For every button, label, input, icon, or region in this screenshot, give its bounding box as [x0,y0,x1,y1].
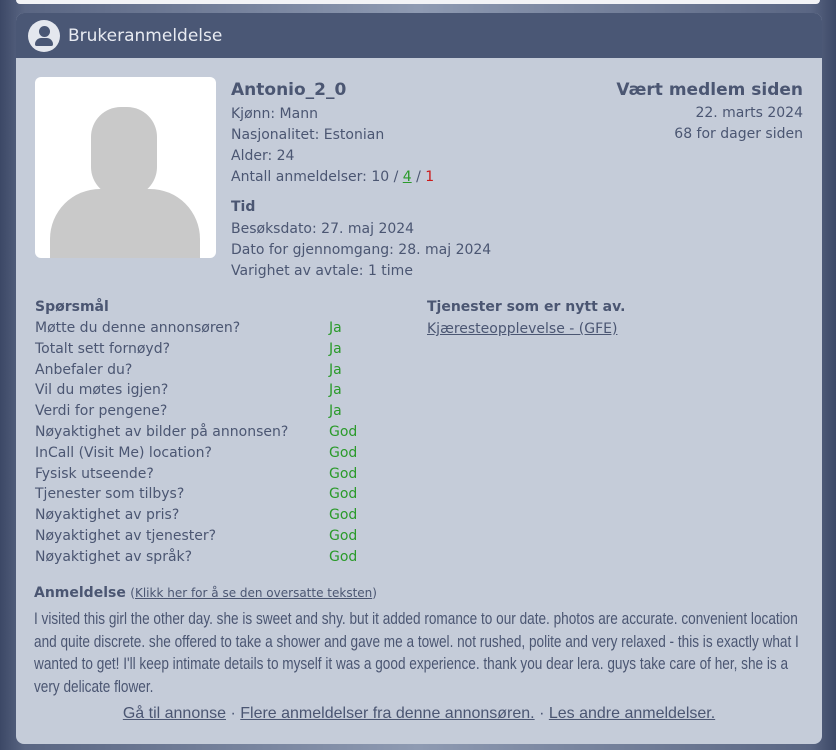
nationality: Nasjonalitet: Estonian [231,127,385,143]
question-text: Nøyaktighet av språk? [35,548,193,565]
service-link[interactable]: Kjæresteopplevelse - (GFE) [427,321,618,337]
question-text: Verdi for pengene? [35,403,168,420]
time-section: Tid Besøksdato: 27. maj 2024 Dato for gj… [231,199,491,282]
question-row: Nøyaktighet av tjenester? God [35,526,357,547]
translate-link[interactable]: Klikk her for å se den oversatte teksten [134,586,373,600]
separator: · [534,705,549,722]
question-text: InCall (Visit Me) location? [35,444,212,461]
answer: God [329,444,358,461]
question-text: Totalt sett fornøyd? [35,340,171,357]
review-date: Dato for gjennomgang: 28. maj 2024 [231,242,492,258]
question-text: Vil du møtes igjen? [35,382,169,399]
question-text: Fysisk utseende? [35,465,154,482]
separator: / [411,169,426,185]
separator: · [226,705,241,722]
review-heading: Anmeldelse (Klikk her for å se den overs… [34,585,377,601]
question-row: Møtte du denne annonsøren? Ja [35,318,357,339]
negative-reviews: 1 [425,169,435,185]
go-to-ad-link[interactable]: Gå til annonse [122,705,227,722]
question-text: Nøyaktighet av bilder på annonsen? [35,423,289,440]
gender: Kjønn: Mann [231,106,318,122]
visit-date: Besøksdato: 27. maj 2024 [231,221,415,237]
question-text: Møtte du denne annonsøren? [35,320,241,336]
answer: God [329,423,358,440]
answer: God [329,507,358,524]
question-row: Nøyaktighet av pris? God [35,505,357,526]
question-row: InCall (Visit Me) location? God [35,443,357,464]
question-text: Nøyaktighet av tjenester? [35,527,217,544]
questions-section: Spørsmål Møtte du denne annonsøren? Ja Tot… [35,299,357,568]
answer: God [329,486,358,503]
member-since-title: Vært medlem siden [616,80,803,100]
services-section: Tjenester som er nytt av. Kjæresteopplev… [427,299,625,340]
time-title: Tid [231,199,256,215]
other-reviews-link[interactable]: Les andre anmeldelser. [548,705,716,722]
card-header: Brukeranmeldelse [16,13,822,58]
answer: Ja [329,361,342,378]
avatar [35,77,216,258]
question-row: Nøyaktighet av språk? God [35,547,357,568]
review-count-label: Antall anmeldelser: 10 / [231,169,403,185]
age: Alder: 24 [231,148,295,164]
answer: God [329,548,358,565]
translate-paren-close: ) [372,586,377,600]
reviewer-name: Antonio_2_0 [231,80,347,100]
question-row: Totalt sett fornøyd? Ja [35,339,357,360]
answer: Ja [329,403,342,420]
question-row: Vil du møtes igjen? Ja [35,380,357,401]
user-review-card: Brukeranmeldelse Antonio_2_0 Kjønn: Mann… [16,13,822,744]
member-since: Vært medlem siden 22. marts 2024 68 for … [616,80,803,145]
positive-reviews-link[interactable]: 4 [402,169,412,185]
answer: Ja [329,340,342,357]
question-row: Anbefaler du? Ja [35,360,357,381]
services-title: Tjenester som er nytt av. [427,299,626,315]
top-panel-edge [16,0,820,4]
footer-links: Gå til annonse · Flere anmeldelser fra d… [16,705,822,723]
question-row: Verdi for pengene? Ja [35,401,357,422]
question-text: Tjenester som tilbys? [35,486,185,503]
duration: Varighet av avtale: 1 time [231,263,413,279]
review-text: I visited this girl the other day. she i… [34,609,799,696]
question-row: Fysisk utseende? God [35,464,357,485]
member-days: 68 for dager siden [674,126,803,142]
question-row: Nøyaktighet av bilder på annonsen? God [35,422,357,443]
question-text: Nøyaktighet av pris? [35,507,180,524]
card-title: Brukeranmeldelse [68,25,223,46]
member-date: 22. marts 2024 [695,105,803,121]
review-count: Antall anmeldelser: 10 / 4 / 1 [231,167,434,188]
question-row: Tjenester som tilbys? God [35,484,357,505]
more-reviews-advertiser-link[interactable]: Flere anmeldelser fra denne annonsøren. [240,705,535,722]
answer: Ja [329,320,342,336]
answer: Ja [329,382,342,399]
questions-title: Spørsmål [35,299,109,315]
user-circle-icon [28,19,60,52]
answer: God [329,527,358,544]
translate-paren-open: ( [130,586,135,600]
review-title: Anmeldelse [34,585,126,601]
question-text: Anbefaler du? [35,361,133,378]
profile-details: Kjønn: Mann Nasjonalitet: Estonian Alder… [231,104,434,188]
answer: God [329,465,358,482]
